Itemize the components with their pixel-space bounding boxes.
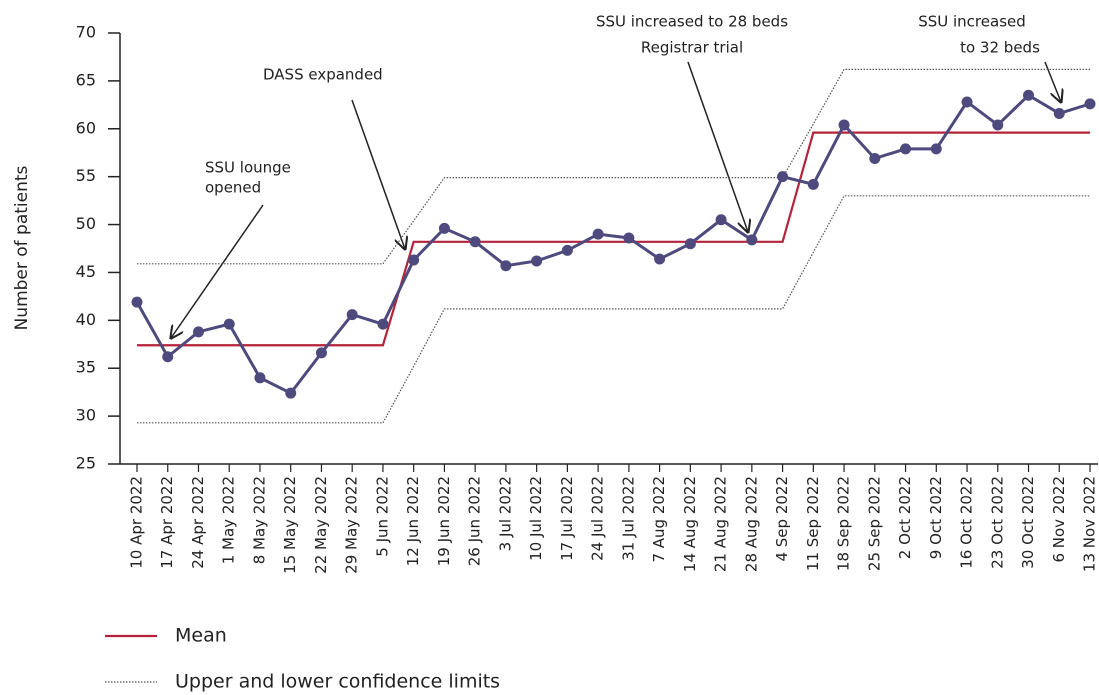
- x-tick-label: 25 Sep 2022: [865, 476, 883, 571]
- x-tick-label: 30 Oct 2022: [1019, 476, 1037, 569]
- data-point: [623, 232, 635, 244]
- data-point: [377, 318, 389, 330]
- y-tick-label: 35: [76, 358, 96, 377]
- data-point: [807, 178, 819, 190]
- x-tick-label: 6 Nov 2022: [1050, 476, 1068, 563]
- data-point: [561, 244, 573, 256]
- data-point: [869, 152, 881, 164]
- data-point: [162, 351, 174, 363]
- x-tick-label: 11 Sep 2022: [804, 476, 822, 571]
- x-tick-label: 4 Sep 2022: [773, 476, 791, 562]
- y-tick-label: 70: [76, 23, 96, 42]
- y-tick-label: 30: [76, 406, 96, 425]
- x-tick-label: 23 Oct 2022: [988, 476, 1006, 569]
- x-tick-label: 18 Sep 2022: [835, 476, 853, 571]
- legend-label: Mean: [175, 625, 227, 647]
- x-tick-label: 14 Aug 2022: [681, 476, 699, 572]
- x-tick-label: 17 Apr 2022: [158, 476, 176, 569]
- data-point: [131, 296, 143, 308]
- data-point: [223, 318, 235, 330]
- data-point: [531, 255, 543, 267]
- x-tick-label: 10 Apr 2022: [128, 476, 146, 569]
- x-tick-label: 28 Aug 2022: [742, 476, 760, 572]
- annotation-arrow: [351, 99, 405, 249]
- data-point: [1023, 89, 1035, 101]
- data-point: [1084, 98, 1096, 110]
- annotation: SSU lounge: [205, 159, 291, 177]
- mean-line: [137, 131, 1090, 347]
- x-tick-label: 10 Jul 2022: [527, 476, 545, 561]
- x-tick-label: 5 Jun 2022: [373, 476, 391, 557]
- data-point: [285, 387, 297, 399]
- data-point: [500, 260, 512, 272]
- x-tick-label: 17 Jul 2022: [558, 476, 576, 561]
- y-tick-label: 25: [76, 454, 96, 473]
- data-point: [838, 119, 850, 131]
- y-axis-label: Number of patients: [12, 165, 32, 330]
- y-tick-label: 45: [76, 262, 96, 281]
- x-tick-label: 21 Aug 2022: [712, 476, 730, 572]
- patients-line: [135, 93, 1091, 396]
- annotation-arrow: [1044, 61, 1061, 102]
- annotation: SSU increased: [918, 13, 1026, 31]
- annotation: opened: [205, 179, 261, 197]
- y-tick-label: 40: [76, 310, 96, 329]
- x-tick-label: 9 Oct 2022: [927, 476, 945, 559]
- x-tick-label: 13 Nov 2022: [1081, 476, 1099, 572]
- x-tick-label: 24 Jul 2022: [589, 476, 607, 561]
- x-tick-label: 29 May 2022: [343, 476, 361, 574]
- x-tick-label: 3 Jul 2022: [496, 476, 514, 551]
- data-point: [715, 214, 727, 226]
- data-point: [438, 222, 450, 234]
- data-point: [469, 236, 481, 248]
- data-point: [346, 309, 358, 321]
- data-point: [992, 119, 1004, 131]
- annotation: Registrar trial: [641, 39, 743, 57]
- x-tick-label: 22 May 2022: [312, 476, 330, 574]
- x-tick-label: 24 Apr 2022: [189, 476, 207, 569]
- x-tick-label: 15 May 2022: [281, 476, 299, 574]
- y-tick-label: 60: [76, 118, 96, 137]
- data-point: [930, 143, 942, 155]
- data-point: [592, 228, 604, 240]
- data-point: [777, 171, 789, 183]
- data-point: [408, 254, 420, 266]
- annotation-arrow: [171, 204, 264, 338]
- data-point: [254, 372, 266, 384]
- y-tick-label: 50: [76, 214, 96, 233]
- data-point: [654, 253, 666, 265]
- x-tick-label: 7 Aug 2022: [650, 476, 668, 563]
- annotation: SSU increased to 28 beds: [596, 13, 788, 31]
- data-point: [315, 347, 327, 359]
- x-tick-label: 8 May 2022: [250, 476, 268, 564]
- x-tick-label: 31 Jul 2022: [619, 476, 637, 561]
- x-tick-label: 2 Oct 2022: [896, 476, 914, 559]
- data-point: [961, 96, 973, 108]
- data-point: [684, 238, 696, 250]
- x-tick-label: 26 Jun 2022: [466, 476, 484, 566]
- y-tick-label: 55: [76, 166, 96, 185]
- legend-label: Upper and lower confidence limits: [175, 671, 500, 693]
- annotations: [171, 61, 1061, 338]
- annotation-arrow: [687, 61, 748, 232]
- x-tick-label: 16 Oct 2022: [958, 476, 976, 569]
- x-tick-label: 19 Jun 2022: [435, 476, 453, 566]
- y-tick-label: 65: [76, 70, 96, 89]
- annotation: DASS expanded: [263, 66, 383, 84]
- data-point: [746, 234, 758, 246]
- data-point: [900, 143, 912, 155]
- annotation: to 32 beds: [960, 39, 1040, 57]
- data-point: [1053, 107, 1065, 119]
- data-point: [192, 326, 204, 338]
- x-tick-label: 1 May 2022: [220, 476, 238, 564]
- x-tick-label: 12 Jun 2022: [404, 476, 422, 566]
